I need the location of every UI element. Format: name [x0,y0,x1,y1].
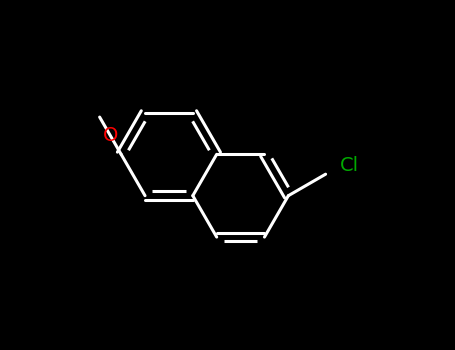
Text: Cl: Cl [340,156,359,175]
Text: O: O [103,126,118,145]
